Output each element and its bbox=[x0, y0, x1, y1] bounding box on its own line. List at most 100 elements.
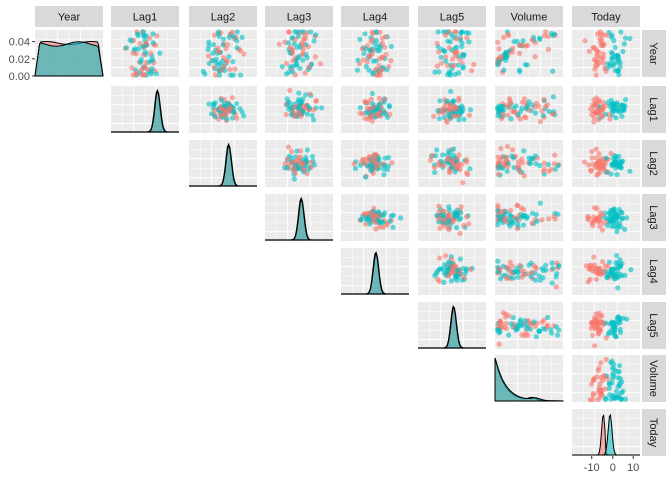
scatter-point bbox=[592, 315, 598, 321]
scatter-point bbox=[380, 212, 387, 218]
scatter-point bbox=[610, 266, 616, 272]
row-strip-today bbox=[642, 409, 666, 456]
scatter-point bbox=[498, 103, 504, 110]
scatter-points-lag2-lag5 bbox=[427, 146, 473, 186]
scatter-point bbox=[383, 51, 389, 58]
scatter-points-lag3-lag5 bbox=[434, 203, 472, 237]
scatter-point bbox=[627, 168, 633, 174]
scatter-point bbox=[362, 212, 368, 218]
scatter-point bbox=[597, 29, 603, 35]
scatter-point bbox=[371, 108, 378, 115]
scatter-point bbox=[449, 158, 455, 165]
scatter-point bbox=[308, 164, 314, 170]
scatter-point bbox=[611, 373, 617, 379]
scatter-point bbox=[594, 324, 600, 330]
scatter-point bbox=[608, 218, 614, 224]
scatter-point bbox=[461, 274, 467, 280]
row-label-lag3: Lag3 bbox=[647, 205, 659, 229]
scatter-point bbox=[613, 219, 619, 226]
scatter-point bbox=[453, 273, 459, 279]
scatter-point bbox=[506, 332, 512, 338]
scatter-point bbox=[234, 115, 240, 121]
scatter-point bbox=[284, 96, 290, 102]
scatter-point bbox=[379, 54, 385, 60]
scatter-point bbox=[541, 96, 547, 103]
column-label-lag2: Lag2 bbox=[211, 12, 235, 24]
scatter-point bbox=[515, 159, 522, 165]
scatter-point bbox=[297, 165, 303, 171]
scatter-point bbox=[554, 332, 561, 338]
scatter-point bbox=[224, 58, 230, 64]
scatter-point bbox=[141, 72, 147, 78]
scatter-point bbox=[618, 29, 624, 35]
scatter-point bbox=[461, 222, 467, 228]
scatter-point bbox=[503, 274, 510, 280]
scatter-point bbox=[514, 225, 521, 232]
scatter-point bbox=[607, 211, 613, 217]
scatter-point bbox=[319, 105, 325, 111]
scatter-point bbox=[515, 165, 521, 171]
scatter-point bbox=[444, 119, 450, 125]
scatter-point bbox=[367, 221, 373, 227]
scatter-point bbox=[451, 113, 457, 119]
row-strip-year bbox=[642, 30, 666, 77]
scatter-point bbox=[587, 276, 593, 282]
scatter-point bbox=[596, 330, 602, 336]
scatter-point bbox=[229, 95, 235, 101]
scatter-point bbox=[544, 324, 550, 330]
scatter-point bbox=[363, 221, 369, 227]
scatter-point bbox=[533, 211, 539, 218]
scatter-point bbox=[446, 218, 452, 224]
scatter-point bbox=[536, 103, 542, 109]
scatter-point bbox=[241, 113, 247, 119]
scatter-point bbox=[446, 111, 452, 117]
scatter-point bbox=[386, 104, 392, 110]
scatter-point bbox=[157, 50, 163, 56]
scatter-point bbox=[153, 71, 159, 77]
scatter-point bbox=[549, 280, 555, 286]
scatter-point bbox=[543, 267, 549, 273]
scatter-point bbox=[526, 99, 532, 105]
scatter-point bbox=[548, 166, 554, 172]
scatter-point bbox=[609, 49, 615, 56]
scatter-point bbox=[617, 376, 624, 382]
scatter-point bbox=[509, 153, 515, 159]
scatter-point bbox=[441, 279, 447, 285]
scatter-point bbox=[499, 213, 505, 220]
scatter-point bbox=[519, 274, 525, 280]
scatter-point bbox=[495, 222, 501, 228]
scatter-point bbox=[205, 46, 211, 53]
scatter-point bbox=[593, 146, 599, 152]
scatter-point bbox=[500, 310, 506, 316]
scatter-point bbox=[593, 276, 600, 282]
scatter-point bbox=[508, 116, 514, 122]
scatter-point bbox=[551, 213, 557, 219]
scatter-point bbox=[300, 50, 306, 57]
scatter-point bbox=[295, 109, 301, 115]
scatter-point bbox=[614, 368, 620, 375]
scatter-point bbox=[359, 111, 366, 117]
scatter-point bbox=[539, 108, 545, 114]
scatter-point bbox=[495, 269, 501, 275]
scatter-point bbox=[436, 69, 442, 75]
scatter-point bbox=[279, 64, 285, 70]
scatter-point bbox=[309, 112, 315, 118]
scatter-point bbox=[506, 211, 512, 217]
scatter-point bbox=[227, 66, 233, 73]
scatter-point bbox=[130, 50, 136, 56]
scatter-point bbox=[467, 166, 473, 172]
scatter-point bbox=[609, 108, 615, 114]
scatter-point bbox=[515, 112, 521, 118]
scatter-point bbox=[289, 149, 295, 155]
scatter-point bbox=[311, 107, 317, 113]
scatter-point bbox=[304, 111, 310, 117]
row-label-lag5: Lag5 bbox=[647, 313, 659, 337]
scatter-point bbox=[509, 270, 515, 276]
scatter-point bbox=[443, 58, 449, 64]
scatter-point bbox=[318, 61, 324, 67]
scatter-point bbox=[521, 213, 527, 219]
scatter-point bbox=[387, 218, 393, 224]
scatter-point bbox=[438, 60, 444, 66]
scatter-point bbox=[528, 274, 534, 280]
scatter-point bbox=[429, 152, 435, 159]
